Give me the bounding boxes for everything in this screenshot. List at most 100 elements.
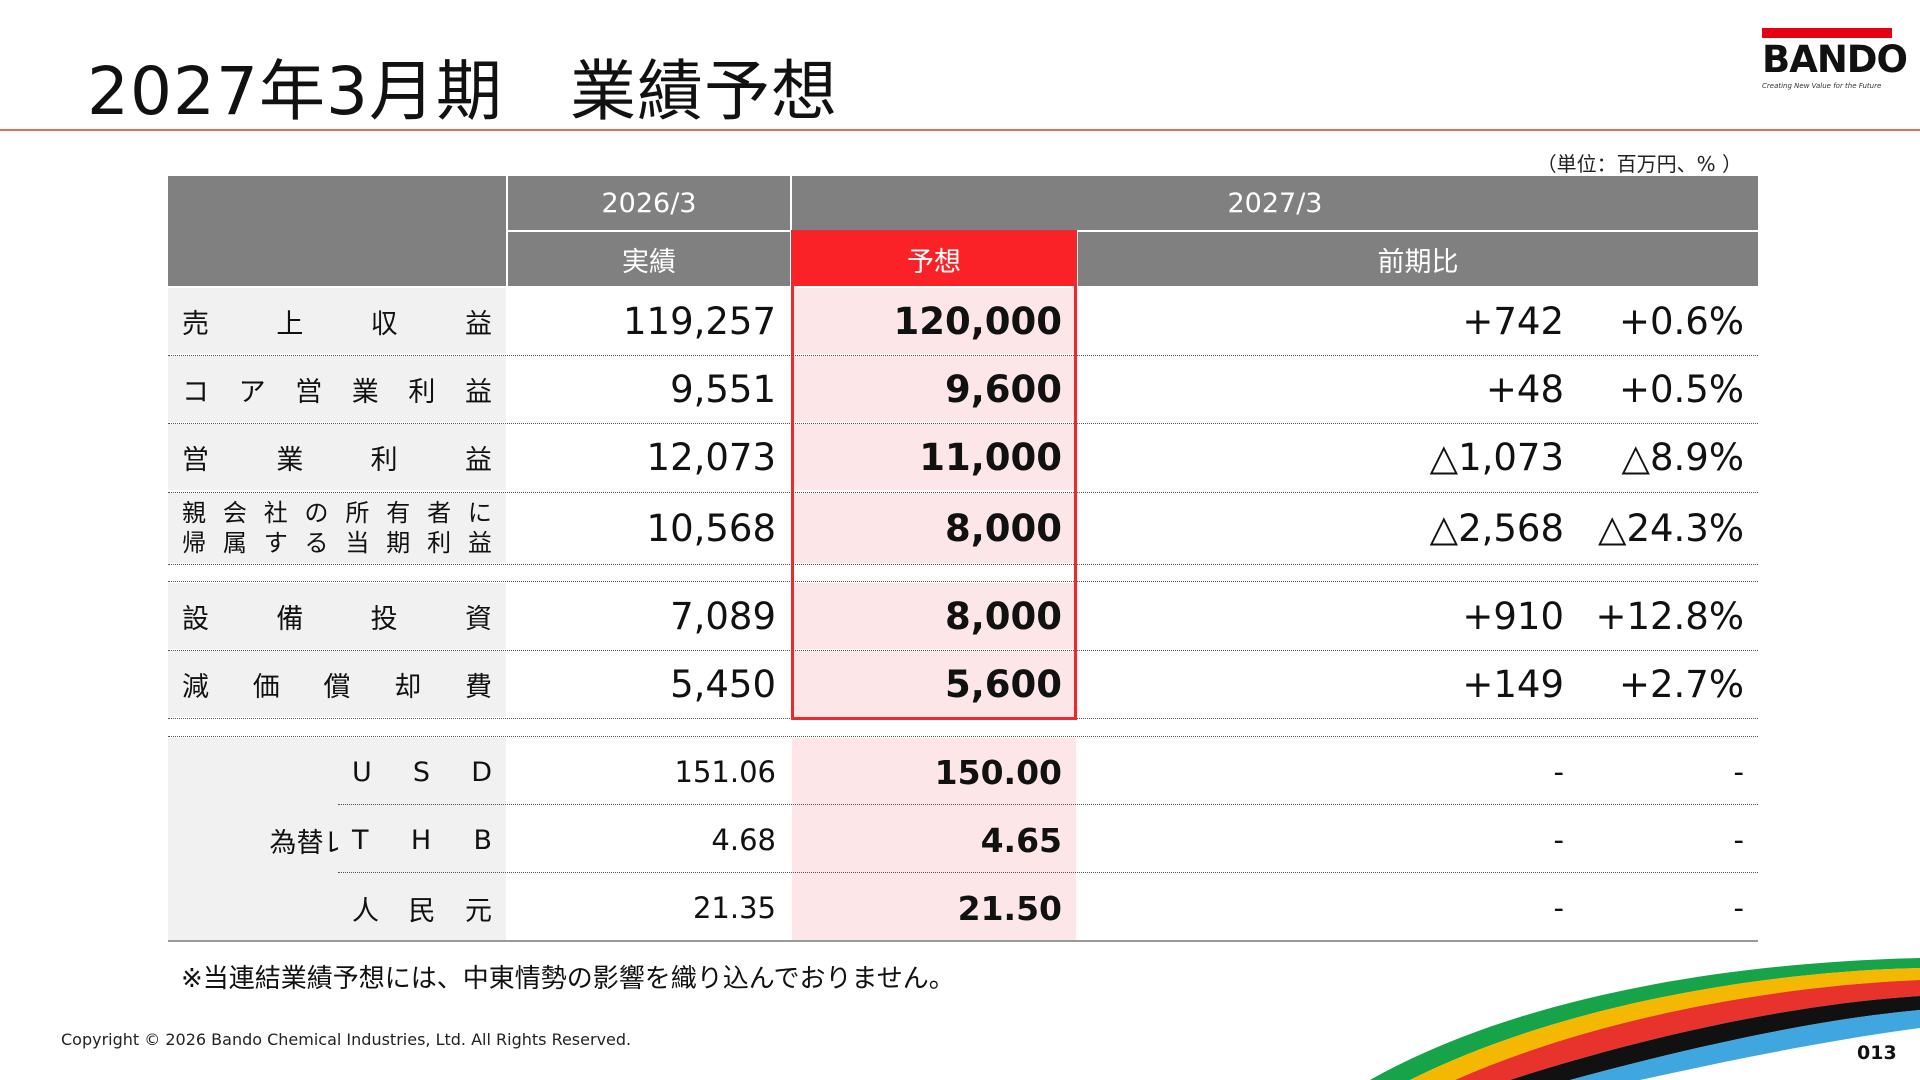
diff-value: △1,073 xyxy=(1429,435,1564,479)
diff-value: - xyxy=(1553,755,1564,789)
label-char: B xyxy=(473,824,492,856)
label-char: 投 xyxy=(370,603,398,635)
label-char: 益 xyxy=(464,376,492,408)
row-label: 親会社の所有者に帰属する当期利益 xyxy=(168,493,506,563)
forecast-value: 120,000 xyxy=(792,288,1076,354)
header-actual: 実績 xyxy=(508,232,790,286)
label-char: 元 xyxy=(465,895,492,927)
copyright: Copyright © 2026 Bando Chemical Industri… xyxy=(61,1030,632,1049)
header-period-next: 2027/3 xyxy=(792,176,1758,230)
label-char: 帰 xyxy=(182,529,206,557)
label-char: 期 xyxy=(386,529,411,557)
label-char: 利 xyxy=(427,529,452,557)
row-divider xyxy=(168,355,1758,356)
footnote: ※当連結業績予想には、中東情勢の影響を織り込んでおりません。 xyxy=(181,964,955,994)
label-char: 有 xyxy=(386,499,411,527)
label-char: D xyxy=(471,756,492,788)
label-char: 償 xyxy=(323,671,351,703)
label-char: 収 xyxy=(370,308,398,340)
table-row: コア営業利益 9,551 9,600 +48 +0.5% xyxy=(168,356,1758,422)
label-char: 当 xyxy=(345,529,370,557)
row-divider xyxy=(168,564,1758,565)
label-char: 益 xyxy=(467,529,492,557)
label-char: 売 xyxy=(182,308,209,340)
header-corner xyxy=(168,176,506,286)
row-label-line: 親会社の所有者に xyxy=(182,498,492,528)
actual-value: 21.35 xyxy=(692,891,776,925)
label-char: 却 xyxy=(394,671,422,703)
pct-value: +12.8% xyxy=(1595,594,1744,638)
table-row: 親会社の所有者に帰属する当期利益 10,568 8,000 △2,568 △24.3% xyxy=(168,493,1758,563)
row-divider xyxy=(338,872,1758,873)
label-char: コ xyxy=(182,376,209,408)
table-row: 人民元 21.35 21.50 - - xyxy=(168,874,1758,942)
pct-value: - xyxy=(1733,755,1744,789)
label-char: 費 xyxy=(465,671,492,703)
unit-note: （単位：百万円、% ） xyxy=(1536,152,1742,176)
label-char: 会 xyxy=(222,499,247,527)
table-row: 減 価 償 却 費 5,450 5,600 +149 +2.7% xyxy=(168,651,1758,717)
row-label: コア営業利益 xyxy=(168,356,506,422)
label-char: 営 xyxy=(182,444,209,476)
pct-value: - xyxy=(1733,823,1744,857)
label-char: 営 xyxy=(295,376,323,408)
table-row: T H B 4.68 4.65 - - xyxy=(168,806,1758,874)
table-row: 営 業 利 益 12,073 11,000 △1,073 △8.9% xyxy=(168,424,1758,490)
diff-value: - xyxy=(1553,823,1564,857)
actual-value: 4.68 xyxy=(711,823,776,857)
forecast-value: 21.50 xyxy=(792,874,1076,942)
row-divider xyxy=(168,718,1758,719)
forecast-value: 4.65 xyxy=(792,806,1076,874)
row-divider xyxy=(168,650,1758,651)
label-char: 備 xyxy=(276,603,304,635)
pct-value: +0.5% xyxy=(1618,367,1744,411)
label-char: 資 xyxy=(464,603,492,635)
label-char: 利 xyxy=(370,444,398,476)
label-char: 益 xyxy=(464,308,492,340)
pct-value: +0.6% xyxy=(1618,299,1744,343)
pct-value: - xyxy=(1733,891,1744,925)
label-char: 価 xyxy=(252,671,280,703)
label-char: T xyxy=(352,824,369,856)
row-divider xyxy=(168,736,1758,737)
label-char: ア xyxy=(238,376,266,408)
logo-red-bar xyxy=(1762,28,1892,38)
table-row: 設 備 投 資 7,089 8,000 +910 +12.8% xyxy=(168,583,1758,649)
row-divider xyxy=(338,804,1758,805)
label-char: H xyxy=(410,824,432,856)
row-label: 売上収益 xyxy=(168,288,506,354)
forecast-value: 9,600 xyxy=(792,356,1076,422)
bando-logo: BANDO Creating New Value for the Future xyxy=(1762,28,1908,108)
diff-value: +149 xyxy=(1462,662,1564,706)
table-bottom-rule xyxy=(168,940,1758,942)
page-title: 2027年3月期 業績予想 xyxy=(87,53,838,130)
actual-value: 12,073 xyxy=(646,435,776,479)
rainbow-swoosh-graphic xyxy=(1370,958,1920,1080)
label-char: 属 xyxy=(222,529,247,557)
label-char: S xyxy=(412,756,431,788)
actual-value: 7,089 xyxy=(670,594,776,638)
row-divider xyxy=(168,423,1758,424)
label-char: す xyxy=(263,529,288,557)
diff-value: +48 xyxy=(1485,367,1564,411)
logo-word: BANDO xyxy=(1762,38,1908,81)
label-char: 民 xyxy=(408,895,436,927)
row-label: 設備投資 xyxy=(168,583,506,649)
pct-value: △24.3% xyxy=(1598,506,1744,550)
label-char: 者 xyxy=(427,499,452,527)
table-header-row-2: 実績 予想 前期比 xyxy=(168,232,1758,286)
diff-value: △2,568 xyxy=(1429,506,1564,550)
actual-value: 151.06 xyxy=(674,755,776,789)
diff-value: +742 xyxy=(1462,299,1564,343)
table-row: U S D 151.06 150.00 - - xyxy=(168,738,1758,806)
label-char: 親 xyxy=(182,499,206,527)
header-yoy: 前期比 xyxy=(1078,232,1758,286)
label-char: 人 xyxy=(352,895,379,927)
pct-value: △8.9% xyxy=(1621,435,1744,479)
fx-currency-label: 人民元 xyxy=(338,874,506,942)
page-number: 013 xyxy=(1857,1042,1897,1064)
forecast-value: 8,000 xyxy=(792,583,1076,649)
row-divider xyxy=(168,581,1758,582)
